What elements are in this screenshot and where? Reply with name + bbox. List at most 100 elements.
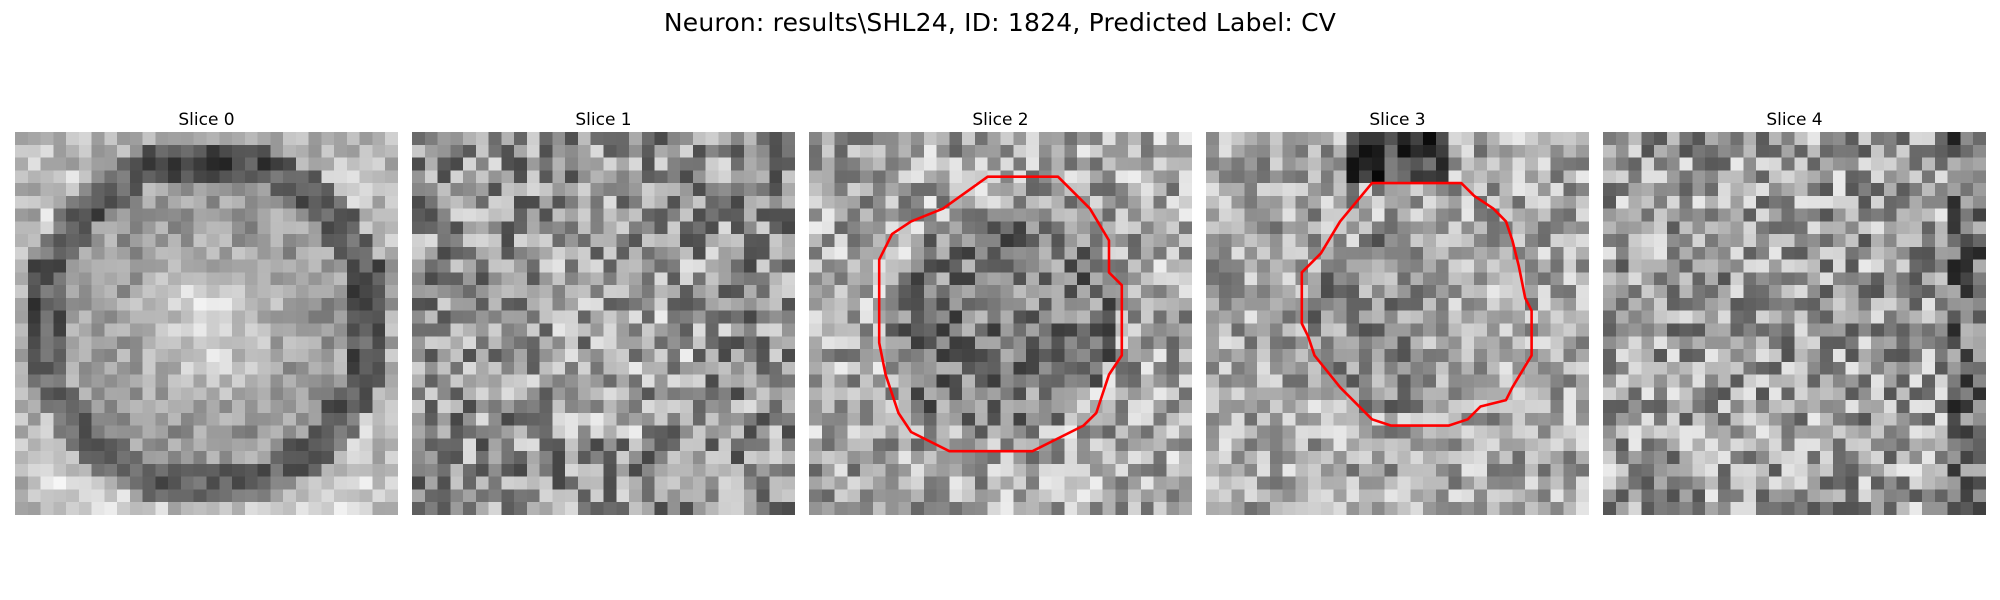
pixel-cell [1909,221,1923,235]
pixel-cell [1871,272,1885,286]
pixel-cell [872,502,887,515]
pixel-cell [860,502,874,515]
pixel-cell [450,336,464,350]
pixel-cell [244,157,259,171]
pixel-cell [718,272,732,286]
pixel-cell [1730,387,1745,401]
pixel-cell [1423,489,1437,503]
pixel-cell [1077,502,1091,515]
pixel-cell [1013,463,1027,478]
pixel-cell [1218,349,1233,363]
pixel-cell [1730,246,1745,261]
pixel-cell [1807,221,1821,235]
pixel-cell [129,412,144,427]
pixel-cell [1346,285,1360,299]
pixel-cell [577,451,592,465]
pixel-cell [552,259,566,274]
pixel-cell [1883,144,1898,159]
pixel-cell [718,310,732,325]
pixel-cell [577,234,592,248]
pixel-cell [437,387,451,401]
pixel-cell [667,195,681,210]
pixel-cell [1576,463,1589,478]
pixel-cell [1423,438,1437,452]
pixel-cell [552,195,566,210]
pixel-cell [1026,285,1040,299]
pixel-cell [782,183,795,197]
pixel-cell [1423,412,1437,427]
pixel-cell [821,221,836,235]
pixel-cell [1896,476,1910,491]
pixel-cell [1807,463,1821,478]
pixel-cell [1089,170,1104,184]
pixel-cell [78,157,93,171]
pixel-cell [1666,463,1681,478]
pixel-cell [1628,374,1642,388]
pixel-cell [1499,183,1513,197]
pixel-cell [974,234,989,248]
pixel-cell [142,208,157,222]
pixel-cell [359,221,374,235]
pixel-cell [1743,374,1757,388]
pixel-cell [1244,502,1258,515]
pixel-cell [705,170,719,184]
pixel-cell [283,476,297,491]
pixel-cell [705,336,719,350]
pixel-cell [412,438,426,452]
pixel-cell [1474,476,1488,491]
pixel-cell [911,400,925,414]
pixel-cell [1461,285,1475,299]
pixel-cell [1064,349,1078,363]
pixel-cell [40,157,54,171]
pixel-cell [104,183,118,197]
pixel-cell [1320,412,1335,427]
pixel-cell [1525,170,1539,184]
pixel-cell [1743,246,1757,261]
pixel-cell [577,132,592,146]
pixel-cell [450,144,464,159]
pixel-cell [1666,208,1681,222]
pixel-cell [180,489,195,503]
pixel-cell [1845,349,1859,363]
pixel-cell [1641,310,1655,325]
pixel-cell [1934,502,1949,515]
pixel-cell [1269,221,1284,235]
pixel-cell [1346,438,1360,452]
pixel-cell [860,349,874,363]
pixel-cell [1013,451,1027,465]
pixel-cell [1397,374,1411,388]
pixel-cell [1922,310,1936,325]
pixel-cell [949,374,963,388]
pixel-cell [1820,246,1834,261]
pixel-cell [565,412,579,427]
pixel-cell [667,412,681,427]
pixel-cell [1077,323,1091,337]
pixel-cell [1717,170,1732,184]
pixel-cell [78,297,93,312]
pixel-cell [1231,438,1245,452]
pixel-cell [1947,297,1962,312]
pixel-cell [1089,412,1104,427]
pixel-cell [117,259,131,274]
pixel-cell [270,374,284,388]
pixel-cell [501,132,515,146]
pixel-cell [232,221,246,235]
pixel-cell [334,476,348,491]
pixel-cell [412,285,426,299]
pixel-cell [1794,183,1808,197]
pixel-cell [1794,234,1808,248]
pixel-cell [155,170,169,184]
pixel-cell [1359,463,1373,478]
pixel-cell [1512,489,1526,503]
pixel-cell [168,323,182,337]
pixel-cell [860,336,874,350]
pixel-cell [412,425,426,439]
pixel-cell [590,208,605,222]
pixel-cell [1423,183,1437,197]
pixel-cell [577,349,592,363]
pixel-cell [1973,400,1986,414]
pixel-cell [1717,234,1732,248]
pixel-cell [91,336,105,350]
pixel-cell [1218,285,1233,299]
pixel-cell [1102,387,1116,401]
